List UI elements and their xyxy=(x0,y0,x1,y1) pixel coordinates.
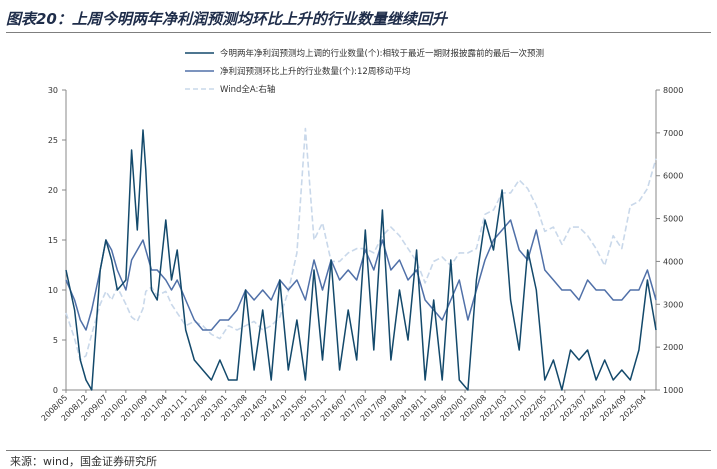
legend-label-series-1: 今明两年净利润预测均上调的行业数量(个):相较于最近一期财报披露前的最后一次预测 xyxy=(220,48,544,59)
source-divider xyxy=(6,450,711,451)
chart-series-layer xyxy=(65,127,657,391)
y-left-tick-label: 5 xyxy=(53,336,58,345)
y-right-tick-label: 4000 xyxy=(663,257,683,266)
y-right-tick-label: 1000 xyxy=(663,386,683,395)
y-right-tick-label: 7000 xyxy=(663,129,683,138)
series-line-2 xyxy=(65,219,657,331)
series-line-3 xyxy=(65,127,657,361)
y-right-tick-label: 3000 xyxy=(663,300,683,309)
series-line-1 xyxy=(65,129,657,391)
y-left-tick-label: 10 xyxy=(48,286,58,295)
figure-title: 图表20：上周今明两年净利润预测均环比上升的行业数量继续回升 xyxy=(6,10,447,28)
y-left-tick-label: 30 xyxy=(48,86,58,95)
y-right-tick-label: 8000 xyxy=(663,86,683,95)
y-right-tick-label: 6000 xyxy=(663,172,683,181)
legend-label-series-2: 净利润预测环比上升的行业数量(个):12周移动平均 xyxy=(220,66,410,77)
source-note: 来源：wind，国金证券研究所 xyxy=(10,455,158,468)
chart-axes: 0 5 10 15 20 25 30 1000 2000 3000 4000 5000 6000 7000… xyxy=(40,86,684,423)
y-right-tick-label: 2000 xyxy=(663,343,683,352)
y-left-tick-label: 0 xyxy=(53,386,58,395)
y-left-tick-label: 15 xyxy=(48,236,58,245)
title-divider xyxy=(6,32,711,33)
y-left-tick-label: 20 xyxy=(48,186,58,195)
legend-label-series-3: Wind全A:右轴 xyxy=(220,84,275,95)
y-right-tick-label: 5000 xyxy=(663,215,683,224)
y-left-tick-label: 25 xyxy=(48,136,58,145)
chart-legend: 今明两年净利润预测均上调的行业数量(个):相较于最近一期财报披露前的最后一次预测… xyxy=(185,48,544,95)
